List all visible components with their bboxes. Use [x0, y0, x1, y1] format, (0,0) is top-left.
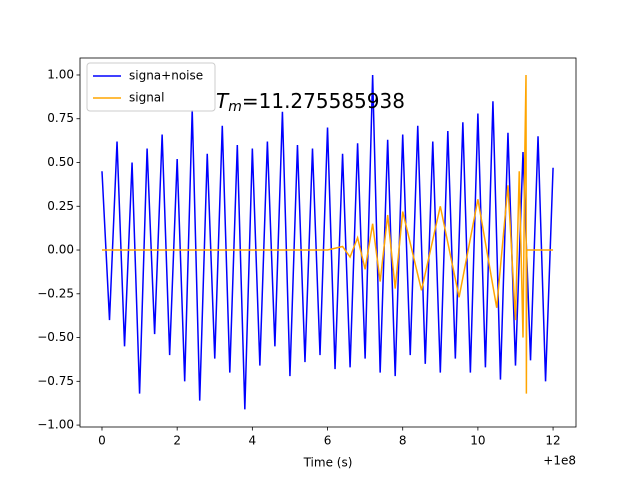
y-tick-label: 0.50 [47, 155, 74, 169]
legend-label: signa+noise [129, 69, 203, 83]
annotation-rest: =11.275585938 [242, 89, 405, 113]
y-tick-label: 0.00 [47, 243, 74, 257]
y-tick-label: 0.75 [47, 111, 74, 125]
x-tick-label: 6 [324, 434, 332, 448]
x-tick-label: 10 [470, 434, 485, 448]
legend-box [86, 62, 216, 112]
y-tick-label: −1.00 [37, 418, 74, 432]
legend-label: signal [129, 91, 165, 105]
x-tick-label: 2 [173, 434, 181, 448]
x-tick-label: 0 [98, 434, 106, 448]
y-tick-label: −0.50 [37, 330, 74, 344]
series-line [101, 74, 554, 394]
series-line [101, 74, 554, 410]
annotation: Tm=11.275585938 [216, 89, 405, 116]
annotation-sub: m [228, 99, 242, 115]
y-tick-label: 1.00 [47, 67, 74, 81]
x-tick-label: 8 [399, 434, 407, 448]
y-tick-label: −0.25 [37, 286, 74, 300]
x-tick-label: 12 [545, 434, 560, 448]
y-tick-label: 0.25 [47, 199, 74, 213]
annotation-base: T [216, 89, 230, 113]
y-tick-label: −0.75 [37, 374, 74, 388]
x-axis-label: Time (s) [303, 456, 353, 470]
x-tick-label: 4 [249, 434, 257, 448]
axes-frame [79, 57, 577, 428]
x-offset-label: +1e8 [543, 454, 576, 468]
plot-area [101, 74, 554, 410]
